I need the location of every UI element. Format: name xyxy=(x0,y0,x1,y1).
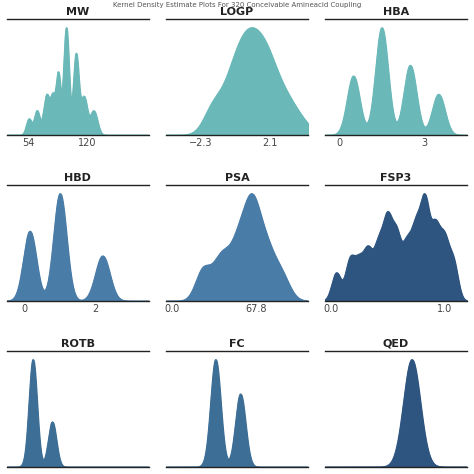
Title: LOGP: LOGP xyxy=(220,7,254,17)
Title: MW: MW xyxy=(66,7,90,17)
Title: ROTB: ROTB xyxy=(61,339,95,349)
Title: PSA: PSA xyxy=(225,173,249,183)
Title: FC: FC xyxy=(229,339,245,349)
Title: HBD: HBD xyxy=(64,173,91,183)
Text: Kernel Density Estimate Plots For 320 Conceivable Amineacid Coupling: Kernel Density Estimate Plots For 320 Co… xyxy=(113,2,361,9)
Title: HBA: HBA xyxy=(383,7,409,17)
Title: QED: QED xyxy=(383,339,409,349)
Title: FSP3: FSP3 xyxy=(381,173,412,183)
